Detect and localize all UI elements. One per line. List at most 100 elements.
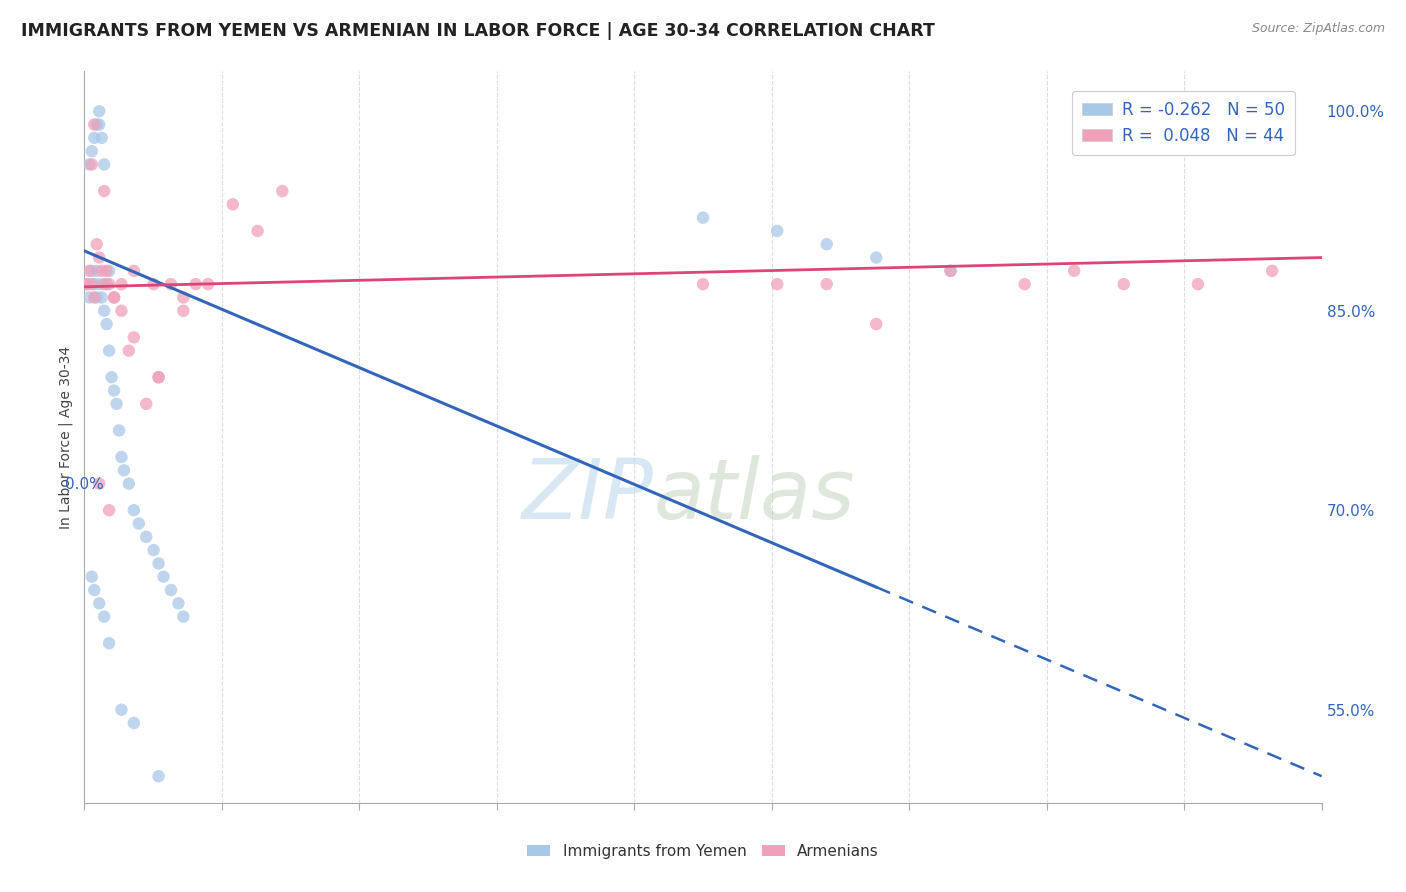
Point (167, 596, 190, 610)
Point (1063, 264, 1085, 278)
Point (98, 277, 121, 292)
Point (93, 303, 115, 318)
Point (86, 290, 108, 304)
Point (112, 463, 135, 477)
Point (89, 118, 111, 132)
Point (90, 131, 112, 145)
Point (118, 343, 141, 358)
Point (815, 277, 838, 292)
Point (152, 570, 174, 584)
Point (142, 543, 165, 558)
Point (865, 251, 887, 265)
Point (939, 264, 962, 278)
Point (96, 264, 118, 278)
Point (160, 582, 183, 597)
Point (148, 370, 170, 384)
Point (89, 476, 111, 491)
Point (86, 264, 108, 278)
Point (83, 290, 105, 304)
Point (122, 503, 145, 517)
Point (815, 237, 838, 252)
Text: Source: ZipAtlas.com: Source: ZipAtlas.com (1251, 22, 1385, 36)
Point (86, 118, 108, 132)
Point (79, 157, 101, 171)
Point (135, 397, 157, 411)
Point (135, 530, 157, 544)
Text: ZIP: ZIP (522, 455, 654, 536)
Point (172, 609, 194, 624)
Point (98, 264, 121, 278)
Text: atlas: atlas (654, 455, 855, 536)
Point (89, 104, 111, 119)
Point (1187, 277, 1209, 292)
Point (142, 277, 165, 292)
Point (766, 224, 789, 238)
Point (89, 596, 111, 610)
Point (197, 277, 219, 292)
Point (103, 384, 125, 398)
Point (122, 264, 145, 278)
Point (148, 370, 170, 384)
Point (98, 636, 121, 650)
Point (172, 303, 194, 318)
Point (103, 290, 125, 304)
Point (1261, 264, 1284, 278)
Point (83, 131, 105, 145)
Point (246, 224, 269, 238)
Point (865, 317, 887, 331)
Point (83, 277, 105, 292)
Point (766, 277, 789, 292)
Point (96, 317, 118, 331)
Point (76, 277, 98, 292)
Point (93, 157, 115, 171)
Point (122, 716, 145, 731)
Point (184, 277, 207, 292)
Point (122, 330, 145, 344)
Point (96, 277, 118, 292)
Point (98, 343, 121, 358)
Y-axis label: In Labor Force | Age 30-34: In Labor Force | Age 30-34 (59, 345, 73, 529)
Point (110, 277, 132, 292)
Point (110, 703, 132, 717)
Point (1112, 277, 1135, 292)
Point (93, 609, 115, 624)
Point (93, 184, 115, 198)
Point (79, 264, 101, 278)
Point (89, 277, 111, 292)
Point (80, 157, 103, 171)
Point (148, 769, 170, 783)
Point (83, 582, 105, 597)
Point (90, 264, 112, 278)
Point (939, 264, 962, 278)
Point (93, 277, 115, 292)
Point (110, 450, 132, 464)
Point (110, 303, 132, 318)
Point (76, 277, 98, 292)
Point (692, 211, 714, 225)
Point (80, 264, 103, 278)
Point (83, 118, 105, 132)
Point (86, 237, 108, 252)
Point (128, 516, 150, 531)
Point (89, 251, 111, 265)
Point (1014, 277, 1036, 292)
Point (80, 144, 103, 158)
Point (108, 424, 131, 438)
Point (79, 290, 101, 304)
Point (103, 290, 125, 304)
Legend: Immigrants from Yemen, Armenians: Immigrants from Yemen, Armenians (522, 838, 884, 864)
Point (80, 570, 103, 584)
Point (105, 397, 128, 411)
Point (100, 370, 122, 384)
Point (692, 277, 714, 292)
Point (118, 476, 141, 491)
Point (80, 277, 103, 292)
Text: 0.0%: 0.0% (65, 477, 104, 492)
Point (148, 557, 170, 571)
Point (98, 503, 121, 517)
Text: IMMIGRANTS FROM YEMEN VS ARMENIAN IN LABOR FORCE | AGE 30-34 CORRELATION CHART: IMMIGRANTS FROM YEMEN VS ARMENIAN IN LAB… (21, 22, 935, 40)
Point (172, 290, 194, 304)
Point (90, 290, 112, 304)
Point (222, 197, 245, 211)
Point (160, 277, 183, 292)
